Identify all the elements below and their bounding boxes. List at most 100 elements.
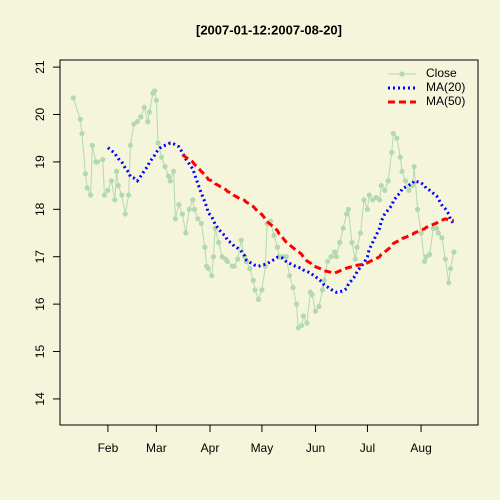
data-point	[255, 296, 262, 302]
data-point	[300, 313, 307, 319]
data-point	[389, 149, 395, 156]
data-point	[152, 88, 158, 94]
data-point	[89, 142, 95, 148]
data-point	[88, 192, 94, 198]
data-point	[171, 168, 177, 174]
data-point	[385, 178, 391, 184]
data-point	[183, 230, 189, 236]
data-point	[134, 119, 140, 125]
series-line	[72, 89, 455, 329]
series-line	[181, 153, 455, 275]
data-point	[216, 239, 222, 246]
data-point	[252, 287, 258, 293]
data-point	[319, 287, 326, 293]
x-tick-label: May	[251, 441, 274, 455]
y-tick-label: 17	[33, 250, 47, 264]
data-point	[434, 225, 440, 231]
legend-label: MA(50)	[426, 94, 465, 108]
data-point	[304, 320, 310, 326]
data-point	[113, 168, 120, 174]
data-point	[179, 211, 185, 217]
data-point	[162, 164, 168, 170]
data-point	[145, 119, 151, 125]
data-point	[82, 171, 89, 177]
data-point	[172, 216, 178, 222]
series-line	[106, 141, 456, 294]
data-point	[195, 216, 201, 222]
data-point	[415, 206, 421, 212]
data-point	[402, 178, 409, 184]
data-point	[421, 258, 428, 265]
data-point	[70, 95, 76, 101]
y-tick-label: 15	[33, 345, 47, 359]
data-point	[153, 97, 159, 103]
data-point	[238, 237, 244, 243]
data-point	[439, 235, 445, 241]
legend-label: Close	[426, 66, 457, 80]
data-point	[406, 187, 412, 193]
data-point	[376, 197, 383, 203]
chart-title: [2007-01-12:2007-08-20]	[196, 22, 342, 37]
data-point	[271, 232, 277, 238]
data-point	[127, 142, 134, 148]
data-point	[316, 303, 322, 310]
data-point	[224, 258, 230, 265]
data-point	[409, 183, 416, 189]
data-point	[186, 206, 192, 212]
data-point	[321, 277, 327, 284]
data-point	[84, 185, 90, 191]
data-point	[274, 244, 281, 250]
data-point	[198, 220, 204, 227]
data-point	[126, 192, 132, 198]
data-point	[167, 178, 173, 184]
data-point	[344, 211, 350, 217]
data-point	[176, 201, 182, 208]
data-point	[122, 211, 128, 217]
legend-marker	[399, 71, 405, 77]
data-point	[141, 104, 147, 111]
data-point	[390, 130, 396, 137]
data-point	[138, 114, 144, 120]
data-point	[378, 183, 384, 189]
data-point	[364, 206, 371, 212]
data-point	[357, 230, 364, 236]
x-tick-label: Feb	[98, 441, 119, 455]
data-point	[309, 292, 315, 298]
data-point	[446, 280, 452, 286]
data-point	[202, 244, 208, 250]
data-point	[100, 156, 106, 163]
data-point	[155, 140, 161, 146]
data-point	[397, 154, 403, 160]
data-point	[349, 239, 355, 246]
data-point	[333, 254, 339, 260]
data-point	[286, 273, 293, 279]
x-tick-label: Jul	[360, 441, 375, 455]
x-tick-label: Aug	[410, 441, 431, 455]
data-point	[191, 206, 198, 212]
data-point	[209, 273, 215, 279]
data-point	[79, 130, 85, 137]
data-point	[247, 265, 253, 272]
data-point	[283, 254, 289, 260]
data-point	[259, 287, 265, 293]
data-point	[366, 192, 372, 198]
data-point	[331, 249, 338, 255]
data-point	[115, 183, 121, 189]
data-point	[165, 173, 172, 179]
y-tick-label: 21	[33, 60, 47, 74]
x-tick-label: Mar	[146, 441, 167, 455]
data-point	[394, 135, 400, 141]
data-point	[205, 265, 211, 272]
data-point	[442, 256, 448, 262]
data-point	[447, 265, 454, 272]
data-point	[210, 254, 217, 260]
data-point	[299, 322, 305, 329]
y-tick-label: 19	[33, 155, 47, 169]
data-point	[361, 197, 367, 203]
data-point	[250, 277, 256, 284]
data-point	[231, 263, 237, 269]
data-point	[354, 244, 360, 250]
x-tick-label: Jun	[306, 441, 325, 455]
